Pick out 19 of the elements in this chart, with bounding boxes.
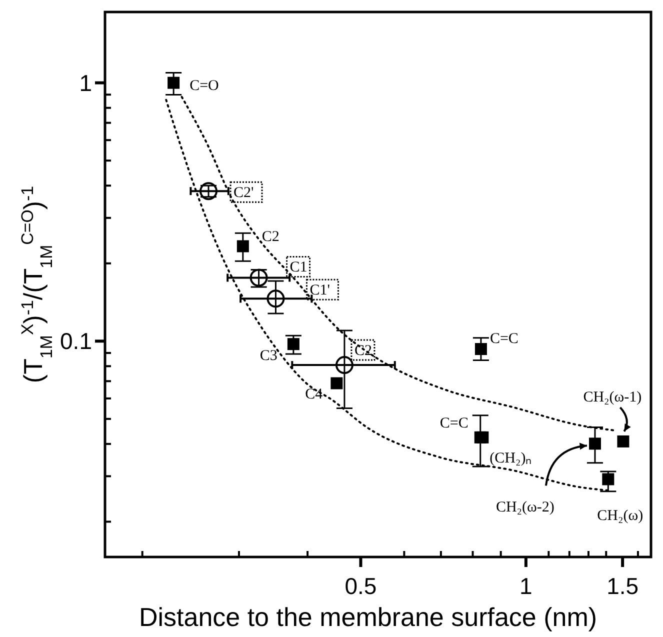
y-tick-label: 0.1	[60, 328, 92, 354]
annotation: CH₂(ω)	[597, 508, 644, 524]
annotation: C2'	[234, 185, 254, 202]
x-tick-label: 1.5	[606, 573, 639, 599]
annotation: CH₂(ω-2)	[496, 500, 554, 516]
annotation: C2	[262, 229, 280, 246]
annotation: C2	[354, 343, 372, 360]
annotation: C1	[290, 260, 308, 276]
annotation: (CH₂)ₙ	[490, 450, 532, 466]
annotation: C1'	[310, 282, 330, 299]
annotation: C=C	[440, 415, 468, 432]
annotation: CH₂(ω-1)	[583, 389, 642, 406]
annotation: C=C	[490, 331, 518, 348]
x-axis-title: Distance to the membrane surface (nm)	[138, 602, 598, 632]
annotation: C=O	[190, 78, 220, 94]
x-tick-label: 0.5	[344, 573, 377, 599]
annotation: C3	[260, 348, 278, 364]
x-tick-label: 1	[520, 573, 532, 599]
annotation: C4	[305, 386, 324, 402]
